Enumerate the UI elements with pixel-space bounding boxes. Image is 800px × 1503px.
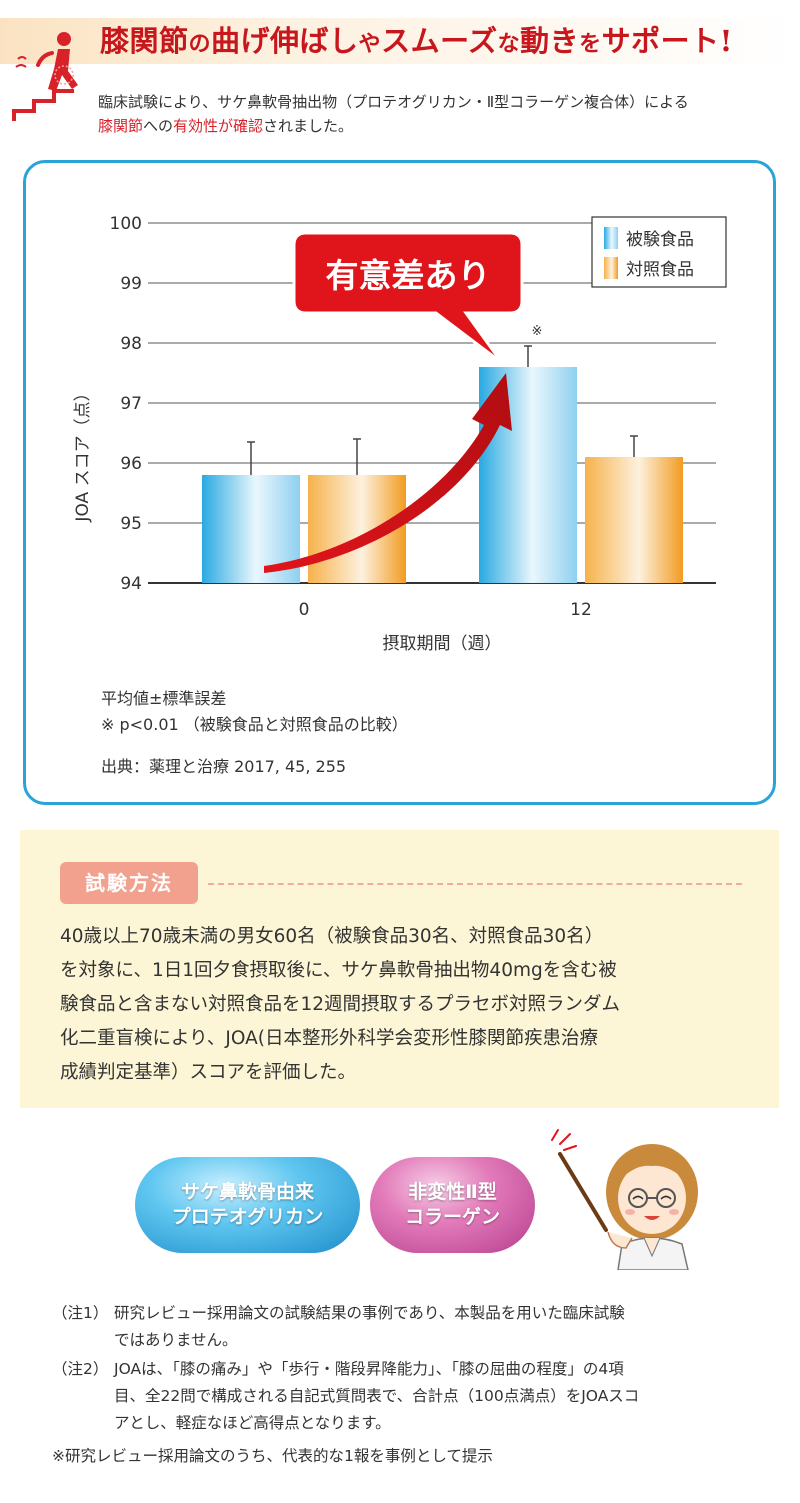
y-tick-label: 97: [120, 394, 142, 414]
chart-notes: 平均値±標準誤差 ※ p<0.01 （被験食品と対照食品の比較）: [101, 686, 408, 738]
legend-swatch-test: [604, 227, 618, 249]
bubble-pink-line-1: 非変性Ⅱ型: [408, 1181, 497, 1203]
method-line-3: 験食品と含まない対照食品を12週間摂取するプラセボ対照ランダム: [60, 994, 621, 1015]
header: 膝関節の曲げ伸ばしやスムーズな動きをサポート! 臨床試験により、サケ鼻軟骨抽出物…: [0, 0, 800, 150]
notes-line-1: 平均値±標準誤差: [101, 689, 227, 708]
chart-source: 出典：薬理と治療 2017, 45, 255: [101, 757, 347, 776]
method-text: 40歳以上70歳未満の男女60名（被験食品30名、対照食品30名） を対象に、1…: [60, 920, 750, 1090]
method-line-5: 成績判定基準）スコアを評価した。: [60, 1062, 357, 1083]
x-tick-label: 0: [299, 600, 310, 620]
footnote-1-label: （注1）: [52, 1304, 109, 1322]
footnote-1-line-2: ではありません。: [114, 1331, 238, 1349]
x-axis-label: 摂取期間（週）: [383, 634, 502, 654]
y-tick-label: 98: [120, 334, 142, 354]
method-box: 試験方法 40歳以上70歳未満の男女60名（被験食品30名、対照食品30名） を…: [20, 830, 779, 1108]
proteoglycan-bubble: サケ鼻軟骨由来 プロテオグリカン: [135, 1157, 360, 1253]
method-line-4: 化二重盲検により、JOA(日本整形外科学会変形性膝関節疾患治療: [60, 1028, 598, 1049]
footnote-2: （注2） JOAは、「膝の痛み」や「歩行・階段昇降能力」、「膝の屈曲の程度」の4…: [52, 1356, 777, 1437]
trend-arrow: [264, 373, 512, 573]
y-tick-label: 100: [110, 214, 142, 234]
bubble-blue-line-2: プロテオグリカン: [171, 1206, 324, 1228]
bubble-blue-line-1: サケ鼻軟骨由来: [180, 1181, 314, 1203]
footnote-2-label: （注2）: [52, 1360, 109, 1378]
significance-mark: ※: [532, 324, 543, 339]
footnote-2-line-3: アとし、軽症なほど高得点となります。: [114, 1414, 391, 1432]
chart-card: 94 95 96 97 98 99 100 0 12 JOA スコア（点） 摂取期間（週） 被…: [23, 160, 776, 805]
method-line-1: 40歳以上70歳未満の男女60名（被験食品30名、対照食品30名）: [60, 926, 604, 947]
intro-line-2: 膝関節への有効性が確認されました。: [98, 117, 354, 135]
y-tick-label: 95: [120, 514, 142, 534]
legend-label-test: 被験食品: [626, 230, 694, 250]
notes-line-2: ※ p<0.01 （被験食品と対照食品の比較）: [101, 715, 408, 734]
intro-text: 臨床試験により、サケ鼻軟骨抽出物（プロテオグリカン・Ⅱ型コラーゲン複合体）による…: [98, 90, 689, 138]
legend-label-control: 対照食品: [626, 260, 694, 280]
footnote-3: ※研究レビュー採用論文のうち、代表的な1報を事例として提示: [52, 1447, 493, 1465]
method-line-2: を対象に、1日1回夕食摂取後に、サケ鼻軟骨抽出物40mgを含む被: [60, 960, 617, 981]
method-tag: 試験方法: [60, 862, 198, 904]
collagen-bubble: 非変性Ⅱ型 コラーゲン: [370, 1157, 535, 1253]
footnote-2-line-2: 目、全22問で構成される自記式質問表で、合計点（100点満点）をJOAスコ: [114, 1387, 640, 1405]
teacher-illustration: [551, 1129, 698, 1270]
y-tick-label: 99: [120, 274, 142, 294]
callout-text: 有意差あり: [326, 256, 491, 295]
footnote-2-line-1: JOAは、「膝の痛み」や「歩行・階段昇降能力」、「膝の屈曲の程度」の4項: [114, 1360, 624, 1378]
y-tick-label: 96: [120, 454, 142, 474]
intro-line-1: 臨床試験により、サケ鼻軟骨抽出物（プロテオグリカン・Ⅱ型コラーゲン複合体）による: [98, 93, 689, 111]
legend: 被験食品 対照食品: [591, 216, 727, 288]
significance-callout: 有意差あり: [292, 231, 524, 365]
y-axis-label: JOA スコア（点）: [73, 384, 93, 522]
headline: 膝関節の曲げ伸ばしやスムーズな動きをサポート!: [100, 24, 733, 58]
legend-swatch-control: [604, 257, 618, 279]
footnotes: （注1） 研究レビュー採用論文の試験結果の事例であり、本製品を用いた臨床試験 で…: [52, 1300, 777, 1470]
footnote-1: （注1） 研究レビュー採用論文の試験結果の事例であり、本製品を用いた臨床試験 で…: [52, 1300, 777, 1354]
footnote-1-line-1: 研究レビュー採用論文の試験結果の事例であり、本製品を用いた臨床試験: [114, 1304, 625, 1322]
header-band: [0, 18, 800, 64]
bar-control-week-12: [585, 457, 683, 583]
x-tick-label: 12: [570, 600, 592, 620]
joa-bar-chart: 94 95 96 97 98 99 100 0 12 JOA スコア（点） 摂取期間（週） 被…: [73, 214, 727, 654]
bubble-pink-line-2: コラーゲン: [404, 1206, 500, 1228]
knee-stairs-icon: [12, 32, 78, 121]
y-tick-label: 94: [120, 574, 142, 594]
method-divider: [208, 883, 742, 885]
